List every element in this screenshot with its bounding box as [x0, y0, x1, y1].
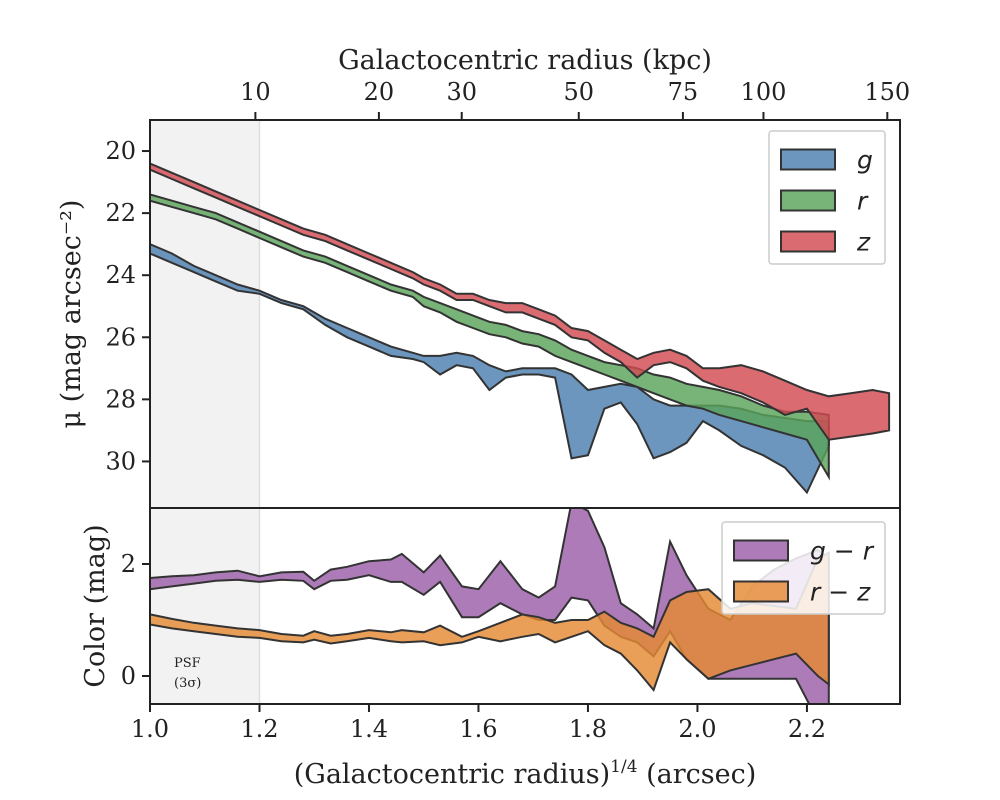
top-y-tick-label: 30: [105, 447, 136, 475]
top-legend: grz: [768, 130, 886, 265]
x-axis-title-unit: (arcsec): [646, 759, 756, 790]
bottom-x-tick-label: 2.2: [788, 715, 826, 743]
top-y-tick-label: 20: [105, 137, 136, 165]
x-axis-title-base: (Galactocentric radius): [294, 759, 610, 790]
axis-ticks: 20 22 24 26 28 30 10 20 30 50 75 100 150 0 2 1.0 1.2 1.4 1…: [105, 78, 910, 743]
band-r-z: [150, 551, 830, 692]
bottom-legend: g − r r − z: [721, 521, 886, 615]
bottom-y-tick-label: 0: [121, 662, 136, 690]
bottom-axes-frame: [149, 507, 901, 705]
legend-swatch-g-r: [733, 539, 789, 562]
bottom-y-tick-label: 2: [121, 550, 136, 578]
x-axis-title-exponent: 1/4: [610, 757, 637, 777]
bottom-y-axis-title: Color (mag): [80, 524, 111, 687]
bottom-panel-bands: [150, 508, 830, 704]
bottom-x-tick-label: 1.8: [569, 715, 607, 743]
band-g-r: [150, 508, 830, 704]
top-y-tick-label: 22: [105, 199, 136, 227]
legend-swatch-g: [780, 148, 836, 171]
bottom-x-tick-label: 1.0: [131, 715, 169, 743]
legend-label-z: z: [856, 228, 871, 257]
top-panel-bands: [150, 162, 891, 495]
top-x-tick-label: 50: [563, 78, 594, 106]
legend-swatch-r: [780, 189, 836, 212]
top-y-tick-label: 26: [105, 323, 136, 351]
top-x-tick-label: 75: [668, 78, 699, 106]
legend-label-r: r: [857, 187, 869, 216]
legend-label-r-z: r − z: [810, 578, 871, 607]
top-x-tick-label: 30: [446, 78, 477, 106]
top-y-tick-label: 28: [105, 385, 136, 413]
psf-shade: [150, 120, 260, 704]
top-y-axis-title: μ (mag arcsec⁻²): [56, 200, 87, 429]
legend-swatch-r-z: [733, 580, 789, 603]
legend-swatch-z: [780, 230, 836, 253]
top-y-tick-label: 24: [105, 261, 136, 289]
legend-label-g-r: g − r: [810, 537, 875, 566]
top-x-tick-label: 100: [741, 78, 787, 106]
top-x-tick-label: 20: [364, 78, 395, 106]
band-z: [150, 162, 891, 441]
bottom-x-tick-label: 1.4: [350, 715, 388, 743]
bottom-x-axis-title: (Galactocentric radius)1/4 (arcsec): [294, 757, 757, 790]
top-x-tick-label: 10: [240, 78, 271, 106]
psf-note-line1: PSF: [174, 656, 201, 671]
legend-label-g: g: [857, 146, 873, 175]
psf-region: [150, 120, 261, 704]
psf-note-line2: (3σ): [174, 676, 201, 691]
bottom-x-tick-label: 2.0: [678, 715, 716, 743]
band-r: [150, 193, 830, 481]
top-x-tick-label: 150: [864, 78, 910, 106]
top-x-axis-title: Galactocentric radius (kpc): [338, 45, 712, 76]
bottom-x-tick-label: 1.2: [240, 715, 278, 743]
bottom-x-tick-label: 1.6: [459, 715, 497, 743]
